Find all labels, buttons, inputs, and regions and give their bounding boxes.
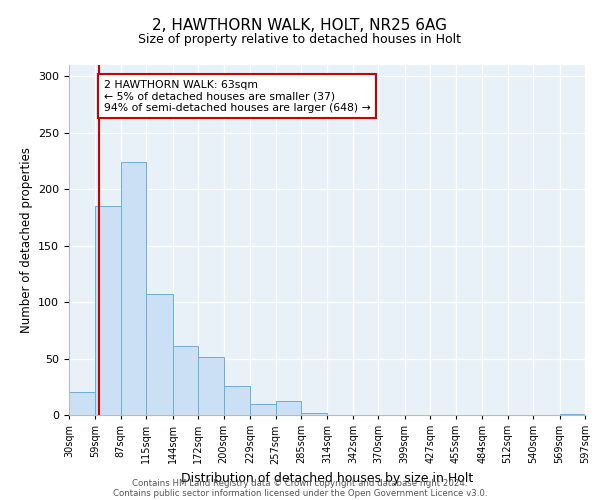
Bar [69,392,95,415]
Bar [95,206,121,415]
Y-axis label: Number of detached properties: Number of detached properties [20,147,32,333]
Text: 2 HAWTHORN WALK: 63sqm
← 5% of detached houses are smaller (37)
94% of semi-deta: 2 HAWTHORN WALK: 63sqm ← 5% of detached … [104,80,370,113]
Text: Contains public sector information licensed under the Open Government Licence v3: Contains public sector information licen… [113,488,487,498]
X-axis label: Distribution of detached houses by size in Holt: Distribution of detached houses by size … [181,472,473,485]
Bar [224,386,250,415]
Bar [146,294,173,415]
Bar [301,412,328,415]
Bar [121,162,146,415]
Bar [173,346,198,415]
Bar [275,402,301,415]
Bar [560,414,585,415]
Bar [198,358,224,415]
Text: Size of property relative to detached houses in Holt: Size of property relative to detached ho… [139,32,461,46]
Bar [250,404,275,415]
Text: 2, HAWTHORN WALK, HOLT, NR25 6AG: 2, HAWTHORN WALK, HOLT, NR25 6AG [152,18,448,32]
Text: Contains HM Land Registry data © Crown copyright and database right 2024.: Contains HM Land Registry data © Crown c… [132,478,468,488]
